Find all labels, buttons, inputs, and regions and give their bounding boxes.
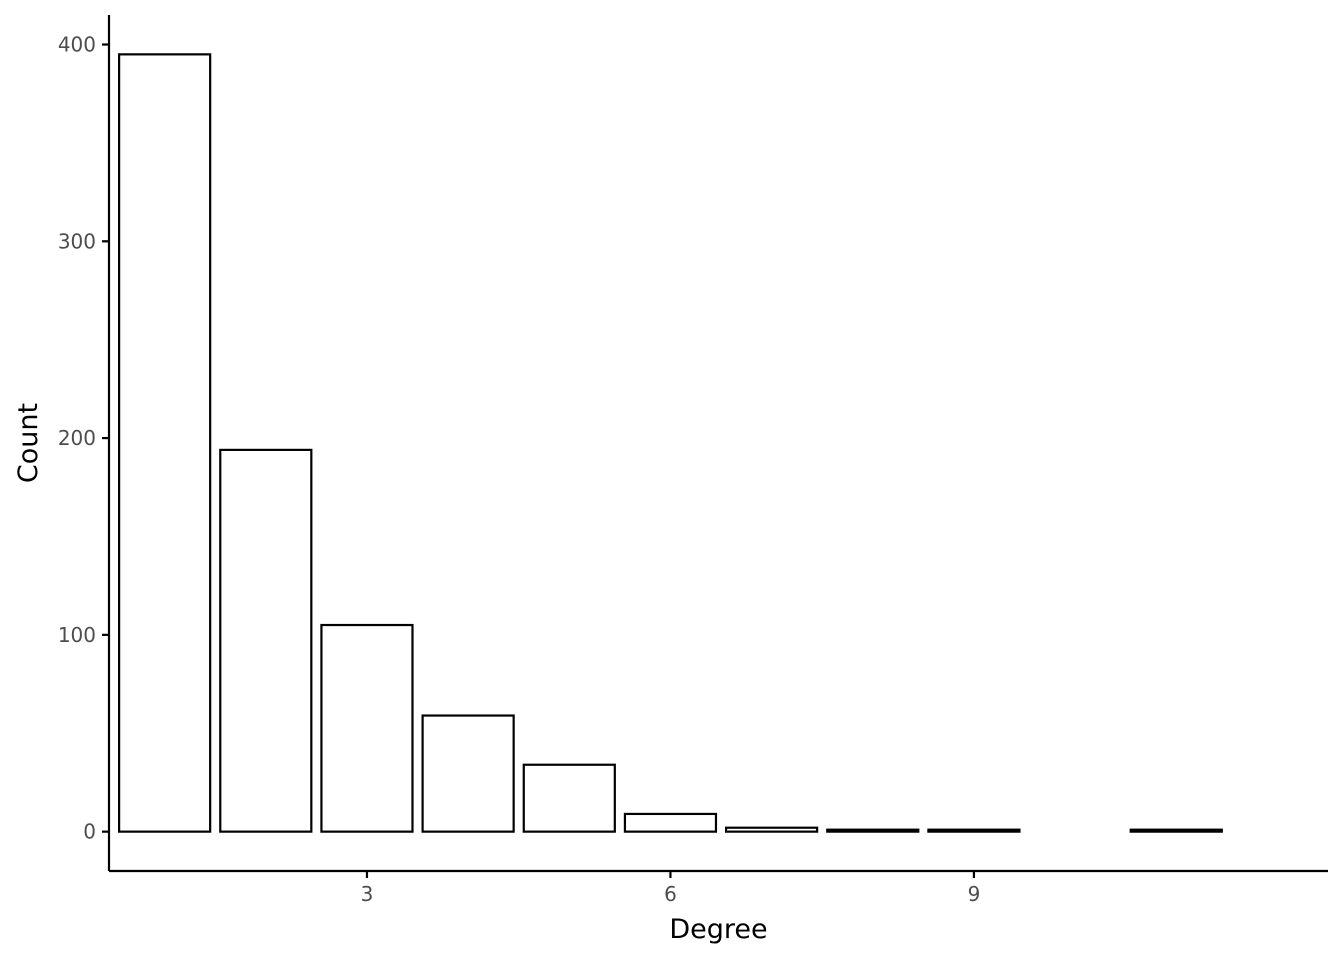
- x-tick-label-3: 3: [361, 882, 374, 906]
- bar-degree-4: [421, 714, 515, 833]
- bar-degree-11: [1129, 828, 1223, 833]
- bar-degree-9: [927, 828, 1021, 833]
- bar-degree-7: [724, 826, 819, 833]
- bar-degree-6: [623, 812, 718, 833]
- bars-group: [118, 53, 1223, 833]
- x-axis-ticks: 3 6 9: [361, 871, 981, 906]
- bar-degree-3: [320, 623, 414, 833]
- y-tick-label-400: 400: [58, 33, 96, 57]
- bar-degree-2: [219, 448, 313, 833]
- bar-degree-5: [522, 763, 616, 833]
- bar-degree-8: [826, 828, 920, 833]
- y-tick-label-200: 200: [58, 426, 96, 450]
- y-axis-title: Count: [13, 403, 44, 483]
- y-tick-label-100: 100: [58, 623, 96, 647]
- y-tick-label-0: 0: [83, 820, 96, 844]
- y-tick-label-300: 300: [58, 229, 96, 253]
- y-axis-ticks: 0 100 200 300 400: [58, 33, 109, 844]
- x-tick-label-9: 9: [968, 882, 981, 906]
- x-tick-label-6: 6: [664, 882, 677, 906]
- bar-degree-1: [118, 53, 212, 833]
- x-axis-title: Degree: [669, 914, 767, 945]
